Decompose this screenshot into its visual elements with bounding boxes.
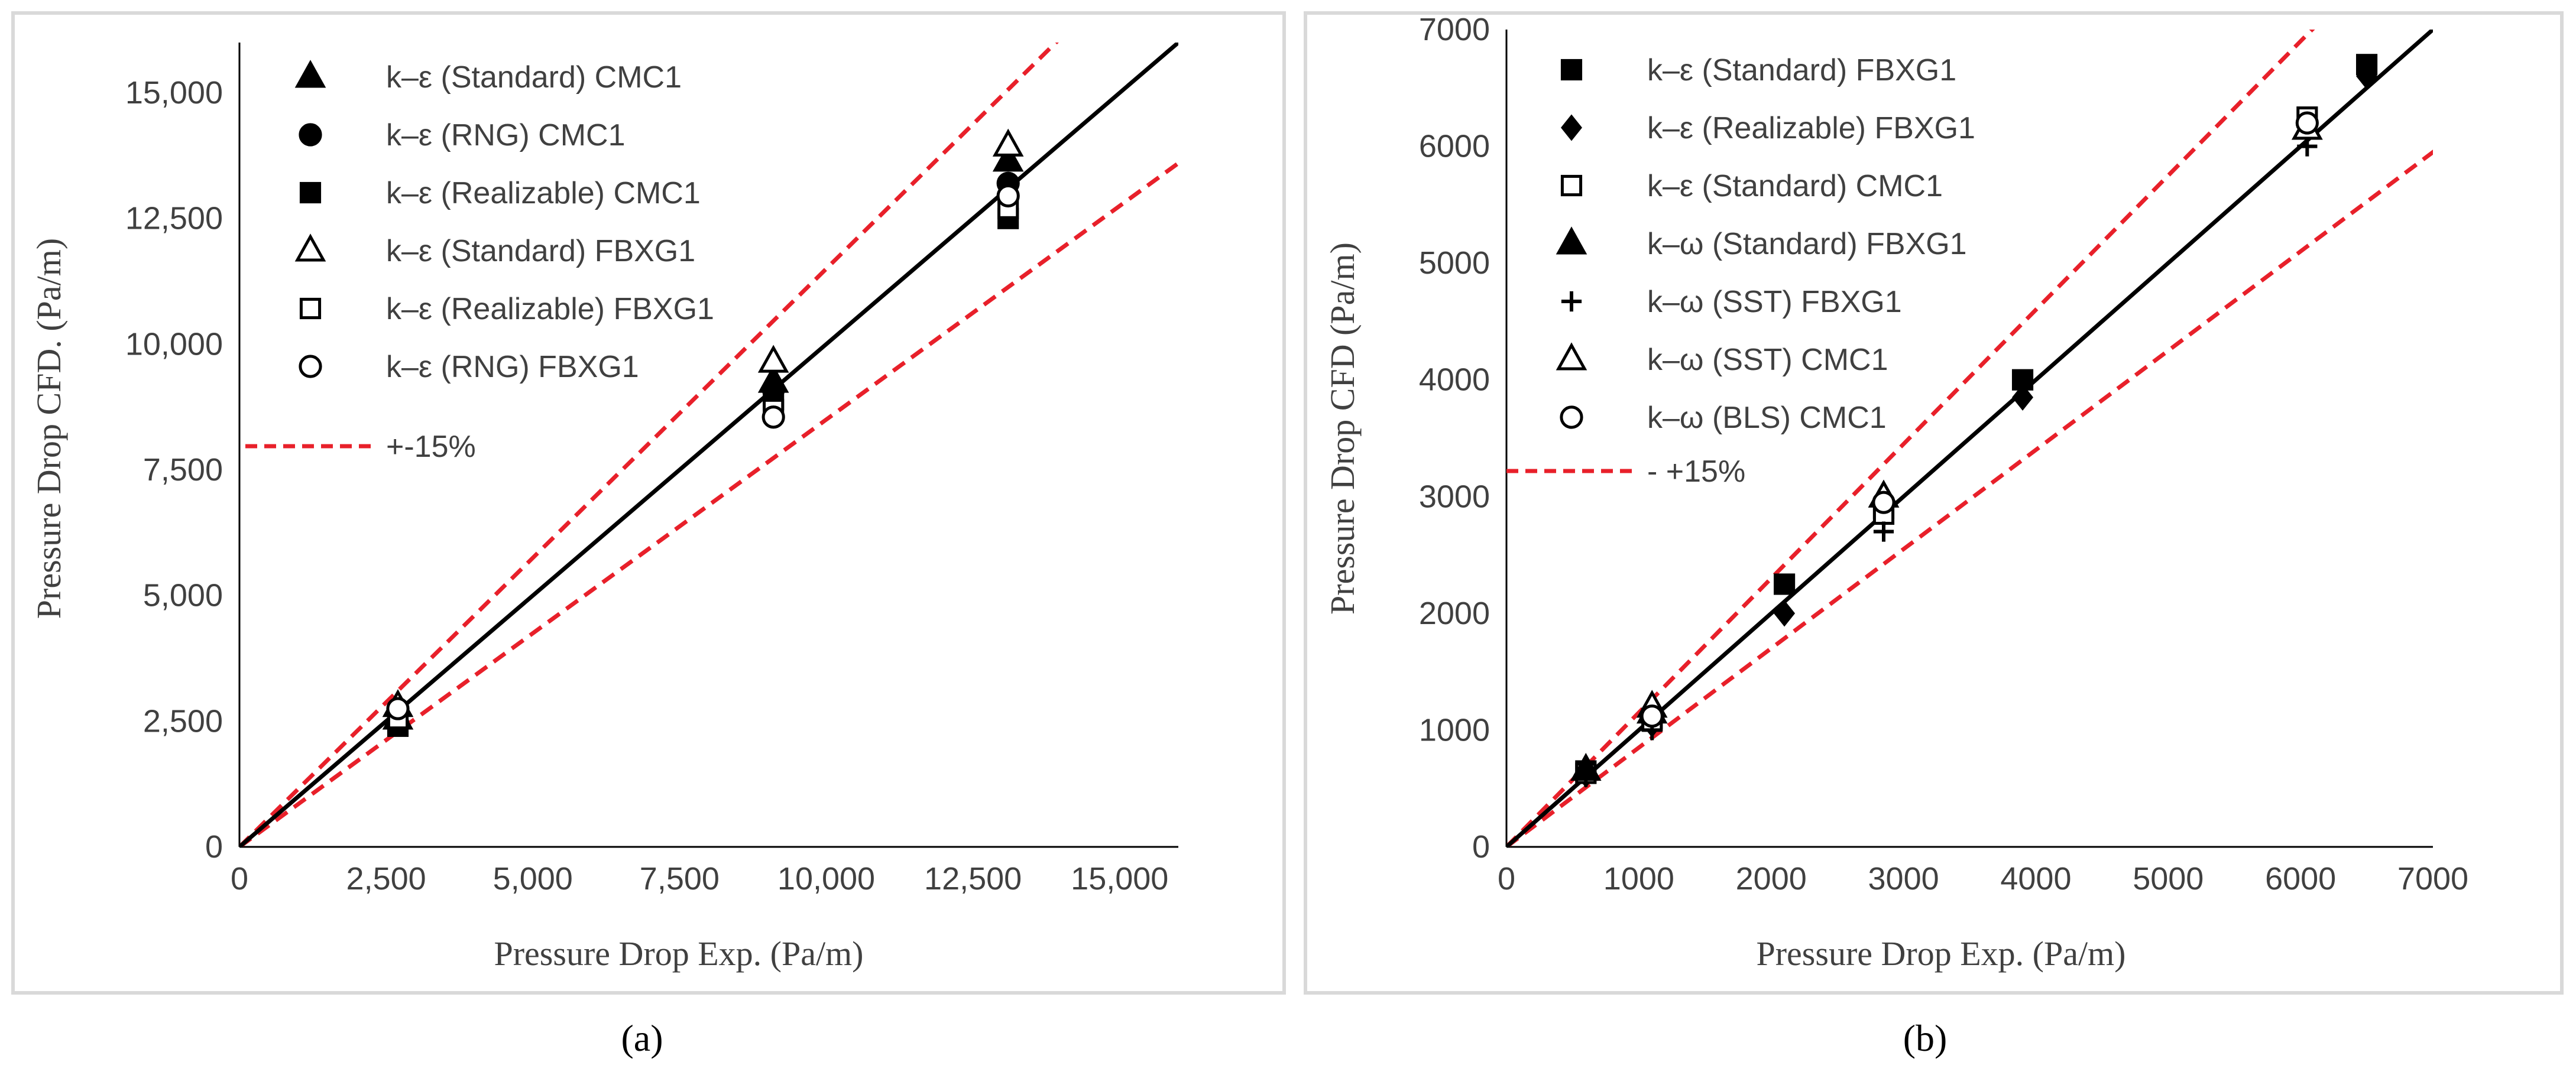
- chart-a-legend-marker: [299, 181, 322, 204]
- chart-panel-b: 0 1000 2000 3000 4000 5000 6000 7000 0 1000 2000 30…: [1304, 11, 2564, 995]
- panel-a-frame: [11, 11, 1286, 995]
- chart-b-point-series-4: [1873, 521, 1894, 542]
- chart-a-ytick-label: 5,000: [143, 578, 223, 613]
- chart-a-legend-band-label: +-15%: [386, 430, 476, 464]
- chart-a-legend-marker: [299, 297, 322, 320]
- chart-b-reference-lines: [1506, 30, 2433, 847]
- chart-b-xtick-label: 0: [1498, 861, 1515, 897]
- chart-b-parity-line: [1506, 30, 2433, 847]
- chart-a-xtick-label: 5,000: [493, 861, 573, 897]
- chart-a-ytick-label: 15,000: [125, 75, 223, 111]
- chart-b-point-series-1: [2356, 63, 2378, 90]
- chart-b-xtick-label: 3000: [1868, 861, 1939, 897]
- chart-b-legend-entry: k–ω (BLS) CMC1: [1647, 401, 1887, 435]
- chart-a-xtick-label: 7,500: [640, 861, 720, 897]
- chart-b-upper-15pct-line: [1506, 30, 2315, 847]
- chart-a-parity-line: [239, 43, 1178, 847]
- plot-area-b: 0 1000 2000 3000 4000 5000 6000 7000 0 1000 2000 30…: [1419, 12, 2468, 897]
- chart-b-ytick-label: 0: [1472, 829, 1490, 865]
- chart-b-xtick-label: 4000: [2000, 861, 2071, 897]
- chart-b-legend-entry: k–ε (Standard) CMC1: [1647, 169, 1943, 203]
- chart-b-ytick-label: 7000: [1419, 12, 1490, 47]
- chart-b-legend-band-label: - +15%: [1647, 454, 1745, 489]
- chart-b-ytick-label: 2000: [1419, 596, 1490, 631]
- chart-b-ylabel: Pressure Drop CFD (Pa/m): [1323, 242, 1362, 615]
- chart-a-data-points: [382, 128, 1024, 737]
- chart-b-point-series-6: [1872, 491, 1895, 514]
- chart-a-point-series-5: [762, 405, 785, 429]
- chart-b-ytick-label: 5000: [1419, 245, 1490, 281]
- chart-a-legend-entry: k–ε (Realizable) FBXG1: [386, 292, 714, 326]
- chart-b-point-series-4: [1576, 767, 1596, 787]
- chart-a-reference-lines: [239, 43, 1178, 847]
- chart-a-legend-marker: [299, 123, 322, 147]
- chart-a-legend-entry: k–ε (RNG) FBXG1: [386, 350, 639, 384]
- chart-b-legend-entry: k–ω (SST) FBXG1: [1647, 285, 1902, 319]
- chart-b-xtick-label: 2000: [1736, 861, 1807, 897]
- chart-b-xtick-label: 1000: [1603, 861, 1674, 897]
- chart-a-point-series-3: [992, 128, 1024, 157]
- caption-b: (b): [1903, 1017, 1948, 1059]
- chart-a-xtick-label: 2,500: [346, 861, 426, 897]
- chart-b-legend-entry: k–ω (SST) CMC1: [1647, 343, 1888, 377]
- caption-a: (a): [621, 1017, 663, 1059]
- chart-b-legend-entry: k–ε (Realizable) FBXG1: [1647, 111, 1975, 145]
- chart-a-xtick-label: 12,500: [924, 861, 1022, 897]
- chart-panel-a: 0 2,500 5,000 7,500 10,000 12,500 15,000 0 2,500…: [11, 11, 1286, 995]
- chart-b-xtick-label: 7000: [2397, 861, 2468, 897]
- chart-a-xlabel: Pressure Drop Exp. (Pa/m): [494, 934, 863, 973]
- chart-a-point-series-5: [386, 697, 410, 720]
- chart-b-ytick-label: 3000: [1419, 479, 1490, 514]
- chart-b-legend-entry: k–ε (Standard) FBXG1: [1647, 53, 1956, 87]
- chart-b-xlabel: Pressure Drop Exp. (Pa/m): [1756, 934, 2125, 973]
- chart-b-legend-marker: [1560, 405, 1583, 429]
- chart-b-ytick-label: 4000: [1419, 362, 1490, 398]
- chart-b-legend-marker: [1556, 226, 1587, 255]
- chart-a-point-series-0: [992, 144, 1024, 172]
- chart-a-legend-marker: [299, 355, 322, 378]
- chart-b-ytick-label: 1000: [1419, 712, 1490, 748]
- chart-a-axes: 0 2,500 5,000 7,500 10,000 12,500 15,000 0 2,500…: [125, 43, 1178, 897]
- chart-a-legend-entry: k–ε (Standard) CMC1: [386, 60, 682, 95]
- chart-a-upper-15pct-line: [239, 43, 1059, 847]
- chart-b-legend-marker: [1561, 291, 1582, 312]
- chart-a-xtick-label: 15,000: [1071, 861, 1168, 897]
- chart-a-point-series-5: [996, 184, 1020, 208]
- chart-a-legend-entry: k–ε (RNG) CMC1: [386, 118, 626, 152]
- chart-a-ytick-label: 7,500: [143, 452, 223, 488]
- chart-b-xtick-label: 6000: [2265, 861, 2336, 897]
- chart-a-xtick-label: 0: [231, 861, 248, 897]
- chart-a-legend-marker: [294, 60, 326, 88]
- chart-b-point-series-6: [2295, 111, 2319, 135]
- chart-a-ylabel: Pressure Drop CFD. (Pa/m): [30, 238, 68, 619]
- chart-a-legend: k–ε (Standard) CMC1 k–ε (RNG) CMC1 k–ε (Re…: [245, 60, 714, 464]
- chart-b-point-series-6: [1640, 704, 1664, 728]
- plot-area-a: 0 2,500 5,000 7,500 10,000 12,500 15,000 0 2,500…: [125, 43, 1178, 897]
- chart-b-point-series-1: [1774, 600, 1796, 627]
- chart-a-point-series-3: [757, 345, 789, 373]
- chart-a-ytick-label: 10,000: [125, 326, 223, 362]
- chart-b-ytick-label: 6000: [1419, 129, 1490, 164]
- chart-b-xtick-label: 5000: [2133, 861, 2204, 897]
- chart-b-legend-marker: [1560, 174, 1583, 197]
- chart-b-point-series-0: [1774, 573, 1796, 595]
- chart-a-xtick-label: 10,000: [777, 861, 875, 897]
- chart-a-ytick-label: 2,500: [143, 703, 223, 739]
- chart-b-legend: k–ε (Standard) FBXG1 k–ε (Realizable) FBX…: [1506, 53, 1975, 489]
- chart-b-legend-marker: [1556, 342, 1587, 371]
- chart-a-legend-entry: k–ε (Standard) FBXG1: [386, 234, 695, 268]
- chart-b-data-points: [1570, 54, 2378, 788]
- chart-a-ytick-label: 0: [205, 829, 223, 865]
- chart-b-legend-entry: k–ω (Standard) FBXG1: [1647, 227, 1967, 261]
- chart-a-legend-marker: [294, 233, 326, 262]
- chart-b-legend-marker: [1560, 114, 1583, 141]
- chart-b-axes: 0 1000 2000 3000 4000 5000 6000 7000 0 1000 2000 30…: [1419, 12, 2468, 897]
- chart-a-legend-entry: k–ε (Realizable) CMC1: [386, 176, 701, 210]
- panel-b-frame: [1304, 11, 2564, 995]
- chart-b-point-series-1: [2012, 384, 2034, 411]
- chart-b-legend-marker: [1560, 59, 1583, 81]
- chart-a-ytick-label: 12,500: [125, 201, 223, 236]
